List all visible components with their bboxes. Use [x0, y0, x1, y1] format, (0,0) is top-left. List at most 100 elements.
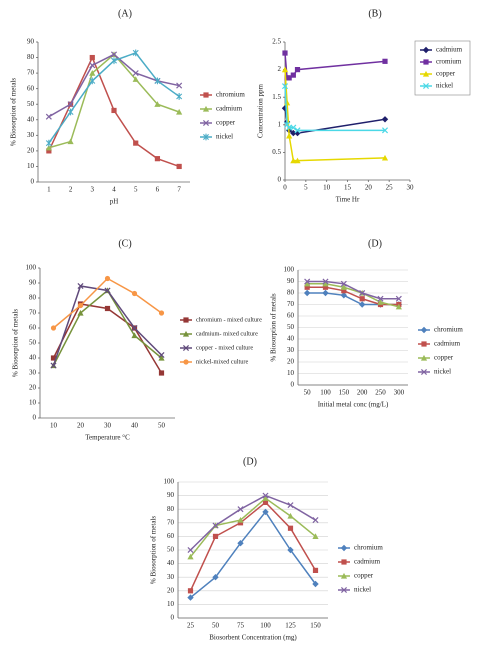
legend-label: cadmium [216, 105, 243, 113]
marker [187, 594, 194, 601]
marker [341, 288, 347, 294]
marker [294, 67, 301, 73]
marker [132, 49, 139, 57]
y-tick-label: 50 [29, 339, 37, 347]
marker [131, 332, 138, 339]
y-tick-label: 20 [27, 146, 35, 154]
marker [104, 287, 111, 294]
y-tick-label: 2 [278, 65, 282, 73]
legend-label: cadmium [436, 46, 463, 54]
x-tick-label: 100 [320, 389, 331, 397]
marker [111, 57, 117, 65]
y-tick-label: 0 [33, 414, 37, 422]
marker [187, 546, 194, 554]
x-tick-label: 1 [47, 186, 51, 194]
x-tick-label: 3 [91, 186, 95, 194]
marker [104, 305, 111, 312]
marker [395, 303, 402, 310]
y-tick-label: 90 [27, 38, 35, 46]
x-axis-label: Temperature °C [85, 434, 130, 442]
marker [359, 296, 365, 302]
marker [176, 82, 183, 89]
legend-label: chromium - mixed culture [196, 316, 262, 323]
marker [154, 101, 161, 107]
legend-label: copper [434, 354, 454, 362]
y-tick-label: 80 [27, 53, 35, 61]
y-axis-label: % Biosorption of metals [150, 516, 158, 585]
x-tick-label: 300 [394, 389, 405, 397]
marker [381, 154, 389, 161]
marker [132, 70, 139, 77]
y-tick-label: 20 [287, 358, 295, 366]
y-tick-label: 10 [287, 369, 295, 377]
legend-label: cadmium- mixed culture [196, 330, 258, 337]
legend-label: chromium [434, 326, 463, 334]
legend-label: cadmium [434, 340, 461, 348]
x-tick-label: 25 [187, 622, 195, 630]
x-tick-label: 15 [344, 184, 352, 192]
y-tick-label: 10 [167, 600, 175, 608]
series-line [284, 69, 386, 162]
marker [89, 77, 96, 85]
marker [322, 278, 329, 285]
y-tick-label: 30 [29, 369, 37, 377]
y-tick-label: 90 [29, 279, 37, 287]
marker [304, 278, 311, 285]
marker [212, 522, 219, 529]
x-tick-label: 150 [310, 622, 321, 630]
marker [111, 107, 117, 114]
y-tick-label: 100 [284, 266, 295, 274]
legend-label: chromium [216, 91, 245, 99]
marker [340, 292, 348, 299]
marker [45, 139, 52, 147]
marker [212, 574, 219, 581]
legend-marker [340, 586, 348, 594]
marker [358, 301, 366, 308]
marker [237, 506, 244, 513]
y-tick-label: 70 [287, 300, 295, 308]
legend-marker [420, 354, 428, 361]
x-tick-label: 0 [283, 184, 287, 192]
marker [50, 362, 57, 369]
legend-marker [183, 359, 189, 365]
legend-label: copper [354, 572, 374, 580]
y-tick-label: 80 [167, 505, 175, 513]
marker [294, 157, 301, 164]
y-tick-label: 50 [27, 100, 35, 108]
marker [304, 280, 311, 287]
series-line [48, 53, 180, 149]
x-tick-label: 250 [375, 389, 386, 397]
y-tick-label: 30 [27, 131, 35, 139]
marker [395, 295, 402, 302]
series-line [189, 501, 317, 592]
legend-label: nickel [216, 133, 233, 141]
marker [287, 525, 294, 531]
chart-title: (D) [243, 456, 257, 467]
marker [303, 289, 311, 297]
series-line [190, 510, 317, 599]
marker [294, 127, 301, 134]
marker [46, 148, 52, 154]
x-axis-label: Initial metal conc (mg/L) [318, 401, 389, 409]
legend-marker [422, 82, 430, 90]
y-tick-label: 20 [29, 384, 37, 392]
marker [262, 495, 269, 501]
series-line [189, 494, 316, 551]
marker [45, 113, 52, 120]
marker [158, 354, 165, 361]
marker [67, 138, 74, 145]
x-tick-label: 20 [77, 422, 85, 430]
y-tick-label: 10 [27, 162, 35, 170]
x-tick-label: 50 [212, 622, 220, 630]
marker [158, 370, 165, 376]
y-tick-label: 80 [287, 289, 295, 297]
marker [290, 72, 296, 78]
legend-marker [203, 133, 209, 141]
marker [187, 588, 194, 594]
marker [45, 144, 52, 151]
marker [187, 553, 194, 560]
series-line [307, 286, 399, 306]
series-line [284, 86, 385, 132]
y-tick-label: 60 [167, 532, 175, 540]
x-tick-label: 125 [285, 622, 296, 630]
